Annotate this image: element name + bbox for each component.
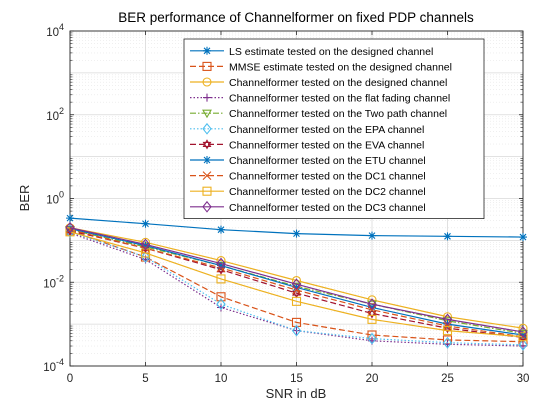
series-11 (65, 221, 528, 338)
legend-marker (202, 77, 212, 87)
legend-label: Channelformer tested on the ETU channel (229, 155, 426, 167)
legend-entry: LS estimate tested on the designed chann… (190, 46, 433, 58)
legend-marker (202, 139, 212, 150)
series-line (69, 231, 524, 338)
data-point (66, 224, 74, 233)
data-point (291, 324, 302, 337)
legend-entry: Channelformer tested on the DC2 channel (190, 186, 426, 198)
data-point (65, 221, 75, 234)
x-axis-label: SNR in dB (266, 386, 327, 401)
data-point (292, 285, 301, 295)
data-point (216, 292, 226, 302)
legend-marker (202, 109, 212, 119)
data-point (140, 251, 151, 263)
legend-label: LS estimate tested on the designed chann… (229, 46, 433, 58)
data-point (216, 298, 226, 311)
legend-marker (203, 156, 211, 164)
legend-marker (202, 122, 212, 135)
y-axis-label: BER (17, 185, 32, 212)
legend-label: Channelformer tested on the EPA channel (229, 124, 424, 136)
data-point (368, 231, 376, 240)
data-point (519, 330, 527, 339)
data-point (66, 214, 74, 223)
data-point (141, 219, 150, 228)
legend-entry: Channelformer tested on the designed cha… (190, 77, 447, 89)
legend-label: Channelformer tested on the designed cha… (229, 77, 447, 89)
x-tick-label: 30 (517, 373, 530, 385)
legend-marker (202, 61, 212, 71)
data-point (292, 283, 301, 292)
legend-marker (202, 186, 212, 196)
legend-entry: Channelformer tested on the DC3 channel (190, 200, 426, 214)
y-tick-label: 104 (46, 22, 64, 39)
data-point (291, 296, 302, 306)
legend-entry: MMSE estimate tested on the designed cha… (190, 61, 452, 73)
plot-area: 0 5 10 15 20 25 30 10-4 10-2 100 102 104 LS estimate… (43, 22, 529, 385)
data-point (442, 326, 453, 336)
data-point (368, 303, 376, 312)
legend-label: Channelformer tested on the DC3 channel (229, 202, 426, 214)
legend-label: Channelformer tested on the EVA channel (229, 139, 424, 151)
data-point (216, 257, 226, 270)
legend-box (183, 38, 485, 220)
y-tick-label: 100 (46, 190, 64, 207)
x-tick-label: 25 (441, 373, 454, 385)
legend-label: MMSE estimate tested on the designed cha… (229, 61, 452, 73)
legend-entry: Channelformer tested on the EPA channel (190, 122, 424, 136)
x-tick-label: 15 (290, 373, 303, 385)
legend-marker (202, 171, 212, 180)
series-line (69, 227, 524, 333)
data-point (367, 332, 377, 345)
x-tick-label: 0 (67, 373, 73, 385)
data-point (367, 298, 377, 311)
data-point (518, 332, 528, 342)
data-point (217, 261, 225, 270)
data-point (518, 338, 528, 351)
legend-label: Channelformer tested on the DC2 channel (229, 186, 426, 198)
data-point (141, 241, 150, 250)
series-line (69, 230, 524, 343)
legend-label: Channelformer tested on the Two path cha… (229, 108, 447, 120)
hexagram-part (202, 141, 212, 150)
legend-label: Channelformer tested on the DC1 channel (229, 171, 426, 183)
legend-entry: Channelformer tested on the Two path cha… (190, 108, 447, 120)
x-tick-label: 5 (142, 373, 148, 385)
legend-entry: Channelformer tested on the EVA channel (190, 139, 424, 151)
y-tick-label: 10-4 (43, 357, 64, 374)
data-point (519, 233, 527, 242)
y-tick-label: 102 (46, 106, 64, 123)
series-line (69, 231, 524, 346)
legend-marker (203, 46, 211, 55)
legend-entry: Channelformer tested on the flat fading … (190, 93, 450, 105)
data-point (367, 314, 377, 324)
legend-entry: Channelformer tested on the DC1 channel (190, 171, 426, 183)
data-point (518, 326, 528, 338)
legend-marker (202, 200, 212, 213)
hexagram-part (202, 139, 212, 147)
series-1 (66, 214, 527, 242)
data-point (140, 238, 151, 251)
y-tick-label: 10-2 (43, 273, 64, 290)
x-tick-label: 10 (215, 373, 228, 385)
data-point (442, 336, 453, 349)
data-point (291, 278, 302, 291)
data-point (443, 321, 452, 331)
legend: LS estimate tested on the designed chann… (183, 38, 485, 220)
data-point (217, 225, 225, 234)
series-group (65, 214, 528, 351)
chart-title: BER performance of Channelformer on fixe… (118, 10, 474, 25)
legend-marker (203, 93, 211, 102)
x-tick-label: 20 (366, 373, 379, 385)
data-point (216, 274, 226, 284)
data-point (292, 229, 301, 238)
legend-entry: Channelformer tested on the ETU channel (190, 155, 426, 167)
legend-label: Channelformer tested on the flat fading … (229, 93, 450, 105)
series-10 (65, 227, 528, 342)
data-point (217, 303, 225, 312)
data-point (443, 232, 452, 241)
data-point (442, 313, 453, 326)
